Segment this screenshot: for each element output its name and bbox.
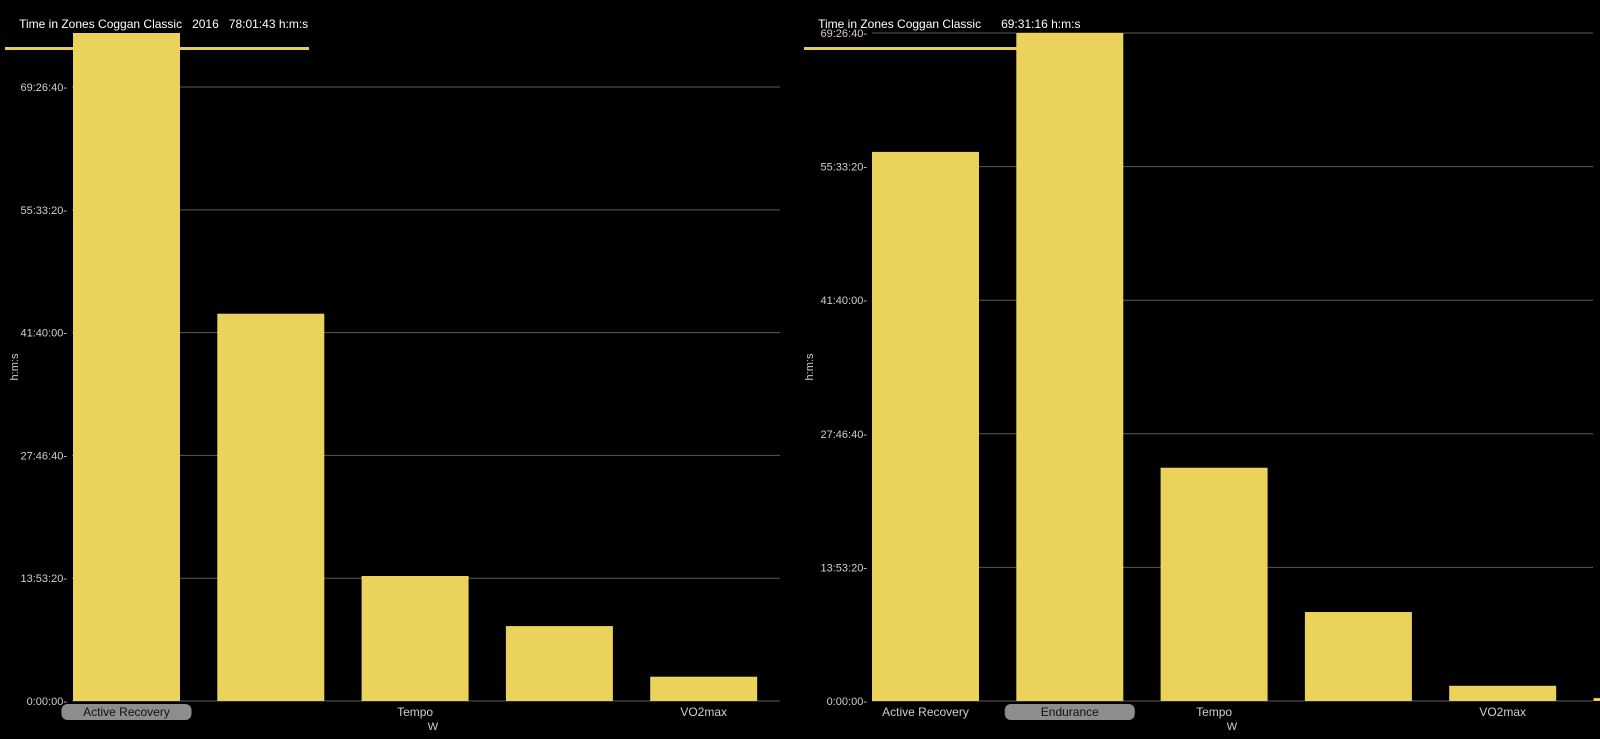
bar-vo2max[interactable] <box>1449 685 1557 701</box>
bar-endurance[interactable] <box>1016 33 1124 701</box>
x-tick-highlight-pill <box>1004 704 1135 720</box>
y-tick-label: 55:33:20- <box>821 162 868 174</box>
y-tick-label: 27:46:40- <box>821 429 868 441</box>
x-tick-label: Endurance <box>1041 705 1099 719</box>
y-tick-label: 13:53:20- <box>21 573 68 585</box>
x-tick-label: Active Recovery <box>83 705 170 719</box>
x-axis-label: W <box>1227 721 1238 733</box>
bar-chart-svg: 0:00:00- 13:53:20- 27:46:40- 41:40:00- 55:33… <box>9 33 780 733</box>
x-tick-label: Tempo <box>397 705 433 719</box>
y-tick-label: 55:33:20- <box>21 205 68 217</box>
y-tick-label: 41:40:00- <box>821 295 868 307</box>
y-tick-label: 69:26:40- <box>821 28 868 40</box>
chart-title: Time in Zones Coggan Classic 69:31:16 h:… <box>804 3 1082 50</box>
x-tick-label: Active Recovery <box>882 705 969 719</box>
y-tick-label: 41:40:00- <box>21 328 68 340</box>
y-tick-label: 0:00:00- <box>827 696 868 708</box>
bar-vo2max[interactable] <box>650 676 758 701</box>
y-axis-label: h:m:s <box>804 353 816 380</box>
x-tick-highlight-pill <box>61 704 192 720</box>
bar-threshold[interactable] <box>505 626 613 701</box>
x-tick-label: Tempo <box>1196 705 1232 719</box>
bar-active-recovery[interactable] <box>73 33 180 701</box>
bar-endurance[interactable] <box>217 313 325 701</box>
bar-tempo[interactable] <box>361 575 469 701</box>
y-axis-label: h:m:s <box>9 353 21 380</box>
bar-threshold[interactable] <box>1304 612 1412 701</box>
y-tick-label: 69:26:40- <box>21 82 68 94</box>
chart-panel-right: Time in Zones Coggan Classic 69:31:16 h:… <box>785 0 1600 739</box>
x-tick-label: VO2max <box>1479 705 1526 719</box>
y-tick-label: 13:53:20- <box>821 562 868 574</box>
chart-panel-left: Time in Zones Coggan Classic 2016 78:01:… <box>0 0 785 739</box>
y-tick-label: 0:00:00- <box>27 696 68 708</box>
bar-tempo[interactable] <box>1160 467 1268 701</box>
x-axis-label: W <box>428 721 439 733</box>
bar-chart-svg: 0:00:00- 13:53:20- 27:46:40- 41:40:00- 55:33… <box>804 28 1600 733</box>
x-tick-label: VO2max <box>680 705 727 719</box>
y-tick-label: 27:46:40- <box>21 450 68 462</box>
bar-anaerobic[interactable] <box>1593 698 1600 701</box>
bar-active-recovery[interactable] <box>872 151 979 702</box>
